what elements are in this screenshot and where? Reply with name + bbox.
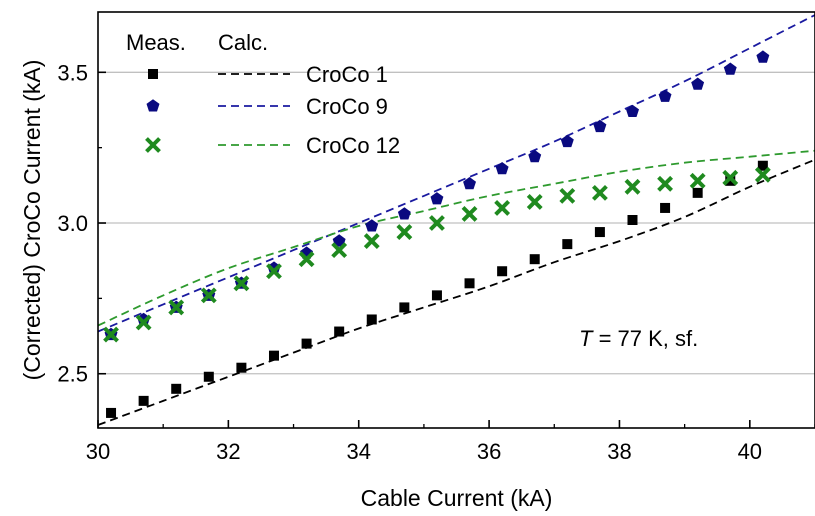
- y-tick-label: 3.5: [57, 60, 88, 85]
- meas-point: [494, 200, 511, 216]
- temperature-annotation: T = 77 K, sf.: [579, 326, 698, 351]
- meas-point: [103, 326, 119, 343]
- meas-point: [464, 278, 475, 289]
- meas-point: [298, 251, 315, 268]
- meas-point: [363, 233, 380, 250]
- meas-point: [430, 192, 444, 205]
- meas-point: [560, 134, 574, 148]
- legend-header-measured: Meas.: [126, 30, 186, 55]
- legend-rows: CroCo 1 CroCo 9 CroCo 12: [145, 62, 400, 158]
- annotation-text: = 77 K, sf.: [592, 326, 698, 351]
- meas-point: [754, 166, 771, 183]
- y-axis-title: (Corrected) CroCo Current (kA): [19, 60, 45, 381]
- meas-point: [691, 77, 705, 90]
- meas-point: [756, 50, 770, 63]
- y-tick-label: 2.5: [57, 362, 88, 387]
- meas-point: [562, 239, 573, 250]
- x-tick-label: 36: [477, 439, 501, 464]
- meas-point: [366, 314, 377, 325]
- y-tick-label: 3.0: [57, 211, 88, 236]
- meas-point: [660, 202, 671, 213]
- x-tick-label: 34: [346, 439, 370, 464]
- legend-label: CroCo 9: [306, 94, 388, 119]
- meas-point: [396, 224, 413, 240]
- x-tick-label: 30: [86, 439, 110, 464]
- x-tick-label: 32: [216, 439, 240, 464]
- meas-point: [200, 287, 217, 304]
- legend-label: CroCo 12: [306, 133, 400, 158]
- meas-point: [725, 175, 736, 186]
- legend-header-calculated: Calc.: [218, 30, 268, 55]
- meas-point: [429, 215, 445, 231]
- meas-point: [463, 177, 476, 190]
- meas-point: [138, 395, 149, 406]
- meas-point: [594, 227, 605, 238]
- legend: Meas. Calc. CroCo 1 CroCo 9 CroCo 12: [126, 30, 400, 158]
- meas-point: [591, 184, 608, 201]
- meas-point: [334, 326, 345, 337]
- x-axis-title: Cable Current (kA): [361, 485, 553, 511]
- meas-point: [627, 215, 638, 225]
- meas-series-3: [103, 166, 771, 343]
- meas-point: [365, 219, 379, 232]
- meas-point: [689, 172, 706, 189]
- meas-point: [135, 314, 152, 331]
- meas-point: [657, 175, 673, 192]
- calculated-curves: [98, 14, 815, 426]
- meas-point: [399, 302, 410, 313]
- legend-marker: [148, 69, 158, 79]
- meas-point: [626, 104, 639, 117]
- meas-point: [236, 362, 247, 373]
- meas-point: [233, 275, 250, 292]
- meas-point: [526, 193, 543, 210]
- meas-point: [332, 234, 346, 247]
- meas-point: [497, 266, 508, 277]
- meas-point: [593, 119, 607, 133]
- axis-ticks: 30 32 34 36 38 40 2.5 3.0 3.5: [57, 60, 815, 464]
- legend-row-3: CroCo 12: [145, 133, 400, 158]
- meas-point: [624, 178, 641, 195]
- meas-point: [397, 207, 411, 220]
- x-tick-label: 40: [738, 439, 762, 464]
- plot-frame: [97, 11, 815, 429]
- meas-point: [495, 162, 509, 175]
- meas-point: [529, 254, 540, 265]
- meas-point: [692, 187, 703, 198]
- legend-marker: [146, 99, 160, 112]
- x-tick-label: 38: [607, 439, 631, 464]
- meas-point: [171, 383, 182, 394]
- legend-row-2: CroCo 9: [146, 94, 388, 119]
- calc-line-series-1: [98, 158, 815, 426]
- annotation-symbol: T: [579, 326, 594, 351]
- meas-point: [331, 242, 348, 259]
- meas-point: [266, 263, 282, 280]
- meas-series-1: [106, 160, 768, 418]
- legend-label: CroCo 1: [306, 62, 388, 87]
- meas-point: [203, 371, 214, 382]
- meas-point: [559, 187, 576, 204]
- meas-point: [461, 206, 478, 222]
- meas-point: [722, 169, 739, 186]
- meas-point: [528, 149, 542, 163]
- meas-point: [431, 290, 442, 301]
- calc-line-series-3: [98, 149, 815, 327]
- meas-point: [723, 62, 737, 75]
- measured-points: [103, 50, 771, 418]
- legend-row-1: CroCo 1: [148, 62, 388, 87]
- meas-point: [658, 89, 672, 102]
- meas-point: [301, 338, 312, 349]
- legend-marker: [145, 137, 161, 153]
- gridlines: [98, 71, 815, 375]
- meas-point: [268, 350, 279, 361]
- meas-point: [106, 407, 117, 418]
- meas-point: [757, 160, 768, 171]
- meas-point: [168, 299, 185, 316]
- calc-line-series-2: [98, 14, 815, 333]
